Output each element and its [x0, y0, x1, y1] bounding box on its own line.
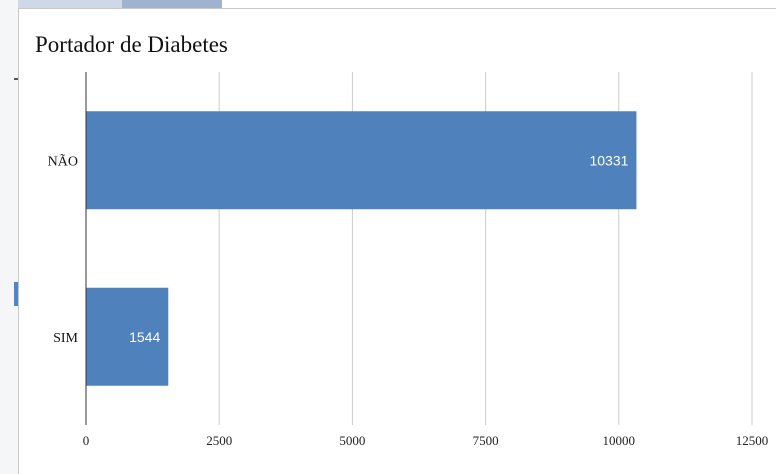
bar[interactable] — [86, 287, 169, 386]
chart-frame — [18, 8, 776, 474]
x-tick-label: 0 — [83, 433, 90, 448]
browser-tab-strip — [0, 0, 222, 8]
category-label: NÃO — [48, 153, 78, 169]
data-label: 1544 — [129, 329, 160, 345]
x-tick-label: 12500 — [736, 433, 769, 448]
left-panel-edge — [0, 0, 18, 474]
data-label: 10331 — [589, 152, 628, 168]
left-edge-selection-marker — [14, 282, 18, 306]
x-tick-label: 7500 — [473, 433, 499, 448]
chart-title: Portador de Diabetes — [35, 32, 228, 57]
active-tab[interactable] — [122, 0, 222, 8]
x-tick-label: 5000 — [339, 433, 365, 448]
x-tick-label: 2500 — [206, 433, 232, 448]
left-edge-marker — [14, 78, 19, 80]
category-label: SIM — [53, 331, 78, 346]
bar[interactable] — [86, 111, 637, 210]
x-tick-label: 10000 — [603, 433, 636, 448]
